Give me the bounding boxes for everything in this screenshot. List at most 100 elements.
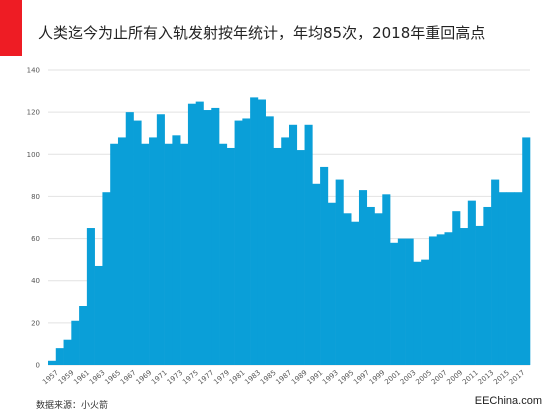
bar-2016 <box>506 192 515 365</box>
bar-2001 <box>390 242 399 365</box>
bar-1976 <box>195 101 204 365</box>
y-tick-label: 20 <box>31 319 40 327</box>
bar-1989 <box>296 150 305 365</box>
bar-2003 <box>405 238 414 365</box>
y-tick-label: 40 <box>31 277 40 285</box>
y-tick-label: 80 <box>31 193 40 201</box>
bar-2008 <box>444 232 453 365</box>
x-tick-label: 1985 <box>259 369 278 387</box>
x-tick-label: 2001 <box>383 369 402 387</box>
bar-1970 <box>149 137 158 365</box>
x-tick-label: 1997 <box>352 369 371 387</box>
bar-1961 <box>79 306 88 365</box>
bar-2000 <box>382 194 391 365</box>
x-tick-label: 2011 <box>461 369 480 387</box>
y-tick-label: 140 <box>27 67 40 75</box>
bar-1972 <box>164 143 173 365</box>
bar-1973 <box>172 135 181 365</box>
bar-1993 <box>327 202 336 365</box>
x-tick-label: 2013 <box>477 369 496 387</box>
x-tick-label: 1991 <box>306 369 325 387</box>
x-tick-label: 1999 <box>368 369 387 387</box>
title-accent-bar <box>0 0 22 56</box>
bar-1971 <box>156 114 165 365</box>
bar-1980 <box>226 147 235 365</box>
x-tick-label: 1975 <box>181 369 200 387</box>
bar-1981 <box>234 120 243 365</box>
x-tick-label: 1987 <box>274 369 293 387</box>
bar-1987 <box>281 137 290 365</box>
x-tick-label: 1989 <box>290 369 309 387</box>
bar-1978 <box>211 107 220 365</box>
x-tick-label: 1995 <box>337 369 356 387</box>
bar-1998 <box>366 206 375 365</box>
bar-1994 <box>335 179 344 365</box>
bar-1967 <box>125 112 134 366</box>
bar-1996 <box>351 221 360 365</box>
bar-1997 <box>358 190 368 365</box>
bar-2002 <box>397 238 406 365</box>
x-tick-label: 1971 <box>150 369 169 387</box>
bar-1964 <box>102 192 111 365</box>
bar-2012 <box>475 225 484 365</box>
bar-1985 <box>265 116 274 365</box>
x-tick-label: 1961 <box>72 369 91 387</box>
y-tick-label: 100 <box>27 151 40 159</box>
bar-1960 <box>71 320 80 365</box>
x-tick-label: 1965 <box>103 369 122 387</box>
bar-1975 <box>187 103 197 365</box>
y-axis-tick-labels: 0 20 40 60 80 100 120 140 <box>27 67 40 370</box>
page-title: 人类迄今为止所有入轨发射按年统计，年均85次，2018年重回高点 <box>38 24 486 42</box>
bar-1990 <box>304 124 313 366</box>
x-tick-label: 2007 <box>430 369 449 387</box>
bar-1958 <box>55 348 64 365</box>
x-tick-label: 1981 <box>228 369 247 387</box>
bar-2018 <box>522 137 531 365</box>
bar-2010 <box>460 228 469 365</box>
bar-1984 <box>257 99 266 365</box>
bar-2011 <box>467 200 476 365</box>
bar-1992 <box>320 166 329 365</box>
x-tick-label: 1957 <box>41 369 60 387</box>
bar-2007 <box>436 234 445 365</box>
bar-1969 <box>141 143 150 365</box>
x-tick-label: 2003 <box>399 369 418 387</box>
watermark: EEChina.com <box>474 395 542 407</box>
bar-2006 <box>428 236 438 365</box>
bar-1991 <box>312 183 321 365</box>
y-tick-label: 0 <box>36 362 40 370</box>
bar-2015 <box>498 192 507 365</box>
x-tick-label: 2017 <box>508 369 527 387</box>
bar-2017 <box>514 192 523 365</box>
bars <box>48 97 531 366</box>
bar-2004 <box>413 261 422 365</box>
x-tick-label: 1993 <box>321 369 340 387</box>
bar-1983 <box>250 97 259 366</box>
bar-1986 <box>273 147 282 365</box>
bar-1962 <box>86 228 95 365</box>
bar-1966 <box>117 137 127 365</box>
bar-1963 <box>94 265 103 365</box>
x-tick-label: 1959 <box>57 369 76 387</box>
x-tick-label: 1969 <box>134 369 153 387</box>
bar-1974 <box>180 143 189 365</box>
bar-1957 <box>48 360 57 365</box>
bar-1977 <box>203 110 212 366</box>
x-tick-label: 2009 <box>445 369 464 387</box>
x-tick-label: 2015 <box>492 369 511 387</box>
bar-1965 <box>110 143 119 365</box>
y-tick-label: 120 <box>27 109 40 117</box>
bar-1999 <box>374 213 383 365</box>
bar-2009 <box>452 211 461 365</box>
bar-2013 <box>483 206 492 365</box>
x-tick-label: 1967 <box>119 369 138 387</box>
bar-2005 <box>421 259 430 365</box>
x-tick-label: 1977 <box>197 369 216 387</box>
x-tick-label: 1973 <box>166 369 185 387</box>
x-tick-label: 1979 <box>212 369 231 387</box>
x-tick-label: 1963 <box>88 369 107 387</box>
x-tick-label: 2005 <box>414 369 433 387</box>
x-tick-label: 1983 <box>243 369 262 387</box>
bar-1988 <box>289 124 298 366</box>
